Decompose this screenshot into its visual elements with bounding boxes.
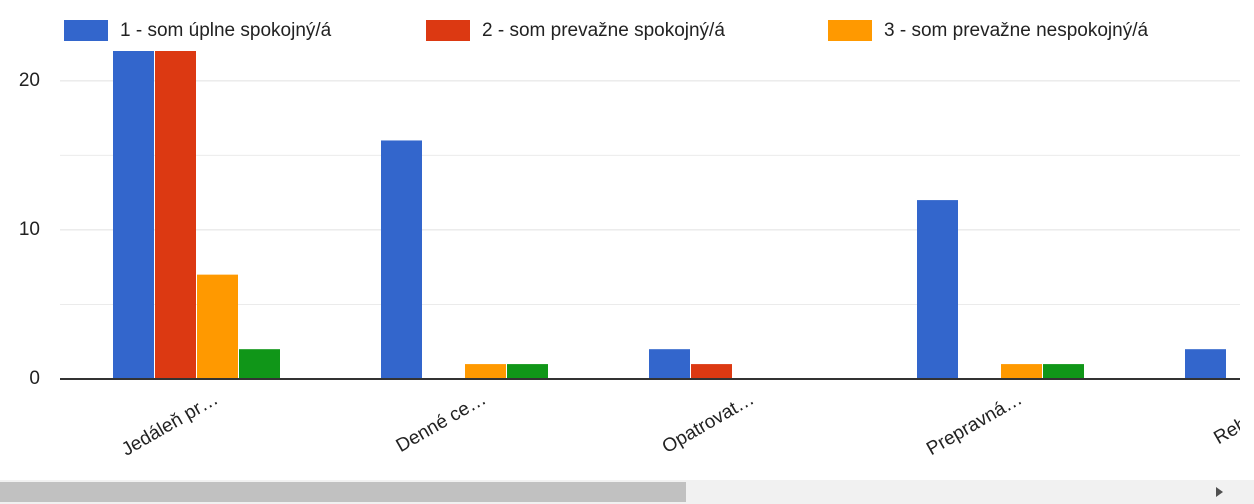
scroll-right-arrow[interactable] xyxy=(1216,487,1223,497)
bar xyxy=(1001,364,1042,379)
bar xyxy=(1185,349,1226,379)
legend-swatch xyxy=(426,20,470,41)
bar xyxy=(197,274,238,379)
x-tick-label: Opatrovat… xyxy=(659,388,758,457)
x-tick-label: Prepravná… xyxy=(923,388,1026,460)
scrollbar-thumb[interactable] xyxy=(0,482,686,502)
y-tick-label: 10 xyxy=(19,219,40,240)
y-tick-label: 20 xyxy=(19,70,40,91)
bar xyxy=(113,51,154,379)
bar xyxy=(239,349,280,379)
bar xyxy=(649,349,690,379)
x-tick-label: Jedáleň pr… xyxy=(118,388,222,460)
bar xyxy=(155,51,196,379)
bar xyxy=(1043,364,1084,379)
x-tick-label: Denné ce… xyxy=(393,388,490,456)
plot-area: Jedáleň pr… Denné ce… Opatrovat… Prepravná…… xyxy=(60,51,1254,461)
legend-swatch xyxy=(64,20,108,41)
legend-swatch xyxy=(828,20,872,41)
bar xyxy=(917,200,958,379)
bar xyxy=(507,364,548,379)
bar xyxy=(381,140,422,379)
legend-label: 2 - som prevažne spokojný/á xyxy=(482,20,725,41)
bar xyxy=(465,364,506,379)
legend-label: 1 - som úplne spokojný/á xyxy=(120,20,332,41)
x-tick-label: Rehabilita xyxy=(1210,388,1254,449)
bar xyxy=(691,364,732,379)
legend-label: 3 - som prevažne nespokojný/á xyxy=(884,20,1148,41)
y-tick-label: 0 xyxy=(29,368,40,389)
